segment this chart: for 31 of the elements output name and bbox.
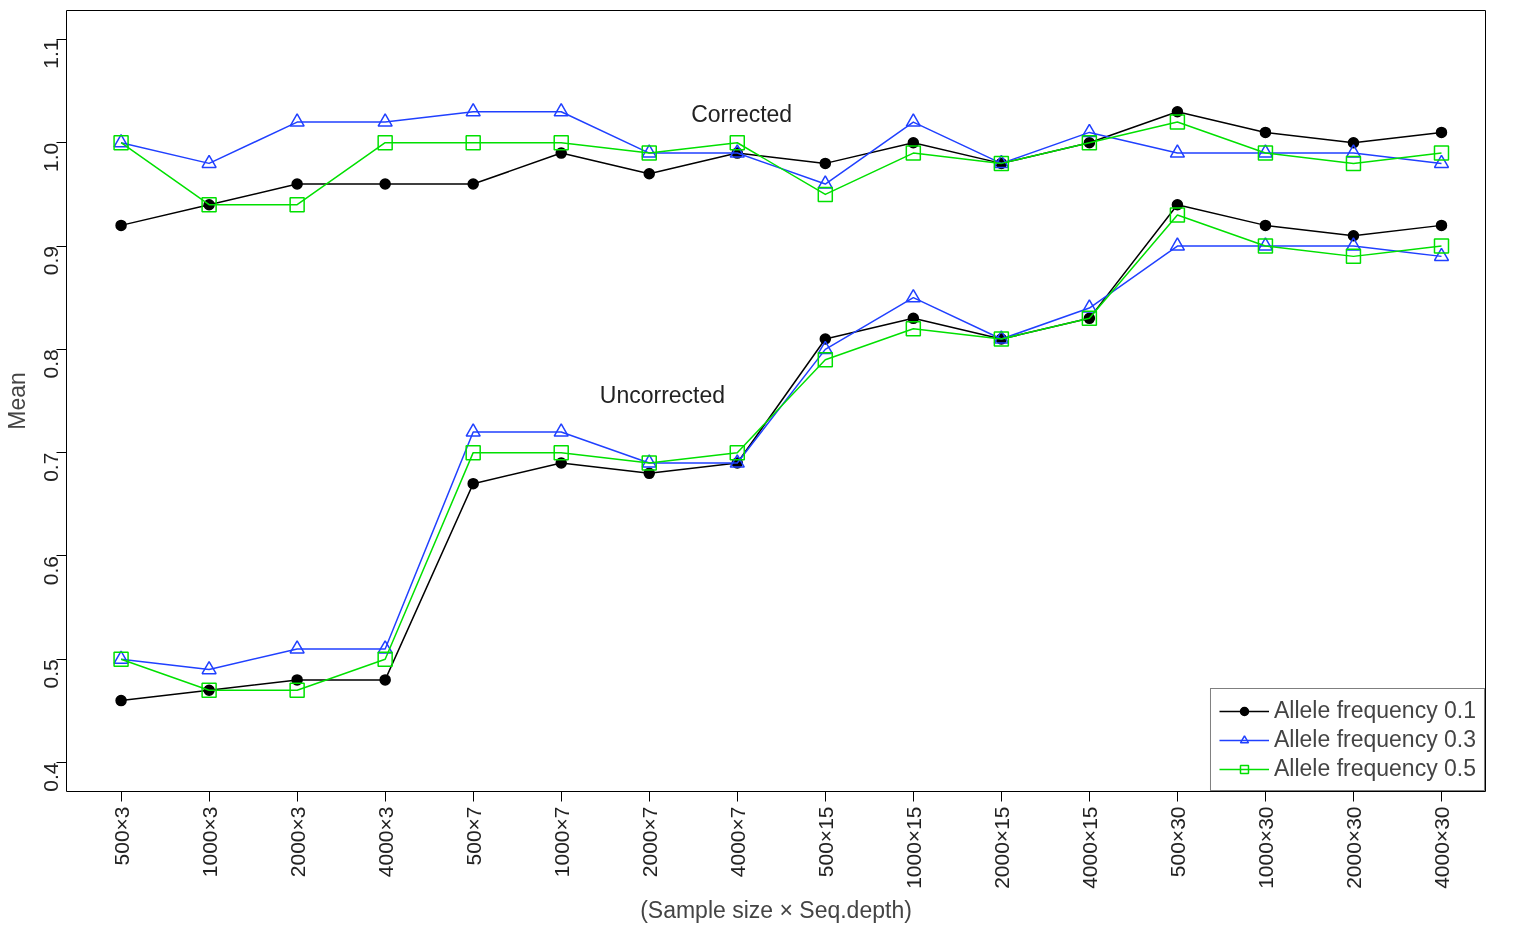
y-axis-title: Mean xyxy=(3,372,30,430)
x-tick-label: 4000×15 xyxy=(1077,806,1101,889)
legend-label: Allele frequency 0.3 xyxy=(1273,726,1476,753)
x-tick-label: 1000×7 xyxy=(549,806,573,878)
x-tick-label: 500×15 xyxy=(813,806,837,878)
x-tick-label: 2000×30 xyxy=(1341,806,1365,889)
x-tick-label: 1000×3 xyxy=(197,806,221,878)
legend-label: Allele frequency 0.1 xyxy=(1273,697,1476,724)
y-tick-label: 0.8 xyxy=(39,349,63,379)
x-tick-label: 4000×3 xyxy=(373,806,397,878)
x-tick-label: 2000×3 xyxy=(285,806,309,878)
y-tick-label: 0.9 xyxy=(39,246,63,276)
legend-label: Allele frequency 0.5 xyxy=(1273,755,1476,782)
x-tick-label: 500×3 xyxy=(109,806,133,866)
x-tick-label: 1000×30 xyxy=(1253,806,1277,889)
x-tick-label: 2000×15 xyxy=(989,806,1013,889)
x-tick-label: 4000×7 xyxy=(725,806,749,878)
annotation: Uncorrected xyxy=(599,381,726,408)
x-tick-label: 500×7 xyxy=(461,806,485,866)
y-tick-label: 0.7 xyxy=(39,452,63,482)
x-tick-label: 4000×30 xyxy=(1429,806,1453,889)
y-tick-label: 1.0 xyxy=(39,142,63,172)
y-tick-label: 1.1 xyxy=(39,39,63,69)
x-tick-label: 2000×7 xyxy=(637,806,661,878)
annotation: Corrected xyxy=(691,100,793,127)
x-tick-label: 500×30 xyxy=(1165,806,1189,878)
x-axis-title: (Sample size × Seq.depth) xyxy=(640,896,912,923)
x-tick-label: 1000×15 xyxy=(901,806,925,889)
y-tick-label: 0.5 xyxy=(39,659,63,689)
y-tick-label: 0.4 xyxy=(39,762,63,792)
y-tick-label: 0.6 xyxy=(39,555,63,586)
